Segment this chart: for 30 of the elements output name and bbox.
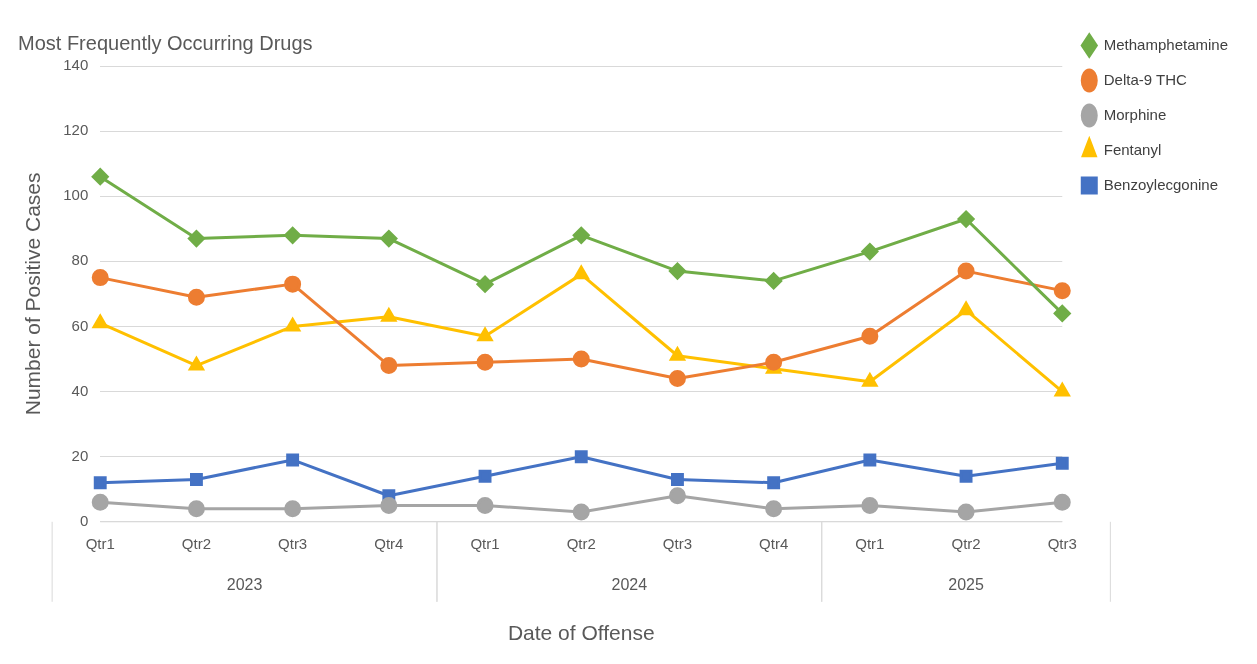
x-tick-label: Qtr1 xyxy=(470,534,500,552)
x-tick-label: Qtr2 xyxy=(181,534,212,552)
y-tick-label: 40 xyxy=(71,381,89,399)
y-tick-label: 60 xyxy=(71,316,89,334)
x-tick-label: Qtr1 xyxy=(85,534,115,552)
chart-title: Most Frequently Occurring Drugs xyxy=(18,31,313,54)
y-axis-title: Number of Positive Cases xyxy=(21,172,45,416)
y-tick-label: 20 xyxy=(71,446,89,464)
x-tick-label: Qtr4 xyxy=(759,534,789,552)
y-tick-label: 0 xyxy=(79,511,89,529)
x-tick-label: Qtr2 xyxy=(566,534,596,552)
y-tick-label: 120 xyxy=(63,121,89,139)
x-tick-label: Qtr3 xyxy=(1047,534,1077,552)
legend-label: Fentanyl xyxy=(1103,140,1162,158)
y-tick-label: 140 xyxy=(63,56,89,74)
x-axis-title: Date of Offense xyxy=(507,621,655,645)
legend-label: Benzoylecgonine xyxy=(1103,175,1219,193)
x-tick-label: Qtr3 xyxy=(278,534,308,552)
x-tick-label: Qtr2 xyxy=(951,534,981,552)
legend-label: Delta-9 THC xyxy=(1103,70,1188,88)
legend-label: Morphine xyxy=(1103,105,1167,123)
text: 2024 xyxy=(611,576,648,594)
y-tick-label: 100 xyxy=(63,186,89,204)
x-tick-label: Qtr3 xyxy=(662,534,693,552)
text: 2025 xyxy=(948,576,984,594)
text: 2023 xyxy=(226,576,263,594)
x-tick-label: Qtr1 xyxy=(855,534,885,552)
y-tick-label: 80 xyxy=(71,251,89,269)
x-tick-label: Qtr4 xyxy=(374,534,404,552)
legend-label: Methamphetamine xyxy=(1103,35,1228,53)
